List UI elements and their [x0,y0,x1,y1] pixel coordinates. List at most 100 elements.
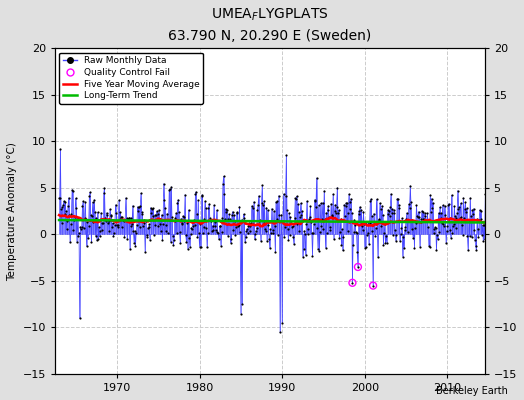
Point [61,199,69,206]
Point [473,216,481,222]
Point [253,225,261,232]
Point [132,230,140,236]
Point [58,220,66,226]
Point [376,200,384,206]
Point [378,202,386,209]
Point [204,205,213,212]
Point [344,209,353,216]
Point [62,226,71,232]
Point [356,220,365,227]
Point [339,234,347,240]
Point [154,223,162,230]
Point [58,204,67,210]
Point [180,218,189,224]
Point [181,232,190,238]
Point [161,205,169,211]
Point [151,222,160,228]
Point [69,227,78,233]
Point [312,175,321,181]
Point [340,202,348,208]
Point [314,202,323,208]
Point [409,234,417,241]
Point [207,218,215,224]
Point [294,209,303,216]
Point [232,224,240,230]
Point [276,329,285,335]
Point [483,220,491,226]
Point [205,214,214,221]
Point [475,216,483,223]
Point [209,222,217,229]
Point [141,218,150,224]
Point [415,214,423,220]
Point [128,202,137,209]
Point [484,227,492,233]
Point [200,216,209,223]
Point [70,217,79,224]
Point [447,235,455,241]
Point [293,221,301,227]
Point [391,238,400,244]
Point [98,220,106,226]
Point [208,228,216,234]
Point [279,218,287,224]
Point [472,243,480,249]
Point [193,234,202,240]
Point [477,208,485,214]
Point [272,216,281,222]
Point [217,229,226,235]
Point [220,173,228,180]
Point [102,218,110,224]
Point [333,184,342,191]
Point [453,210,461,216]
Point [407,199,415,205]
Point [283,206,291,213]
Point [80,214,89,221]
Point [60,211,69,217]
Point [75,315,84,321]
Point [321,216,329,222]
Point [352,228,360,235]
Point [170,237,178,244]
Point [55,195,63,201]
Point [417,216,425,222]
Point [324,202,333,209]
Point [467,213,475,219]
Point [270,222,279,229]
Point [432,225,440,231]
Point [67,211,75,218]
Point [173,200,182,206]
Point [93,237,101,244]
Point [425,244,434,250]
Point [386,213,394,220]
Point [336,216,345,222]
Point [413,213,421,219]
Point [273,198,281,204]
Point [201,198,209,204]
Point [209,227,217,233]
Point [257,200,266,206]
Point [373,219,381,225]
Point [124,216,132,222]
Point [193,211,201,217]
Point [367,213,376,219]
Point [156,220,164,227]
Point [251,230,259,237]
Point [301,231,309,238]
Point [198,193,206,199]
Point [329,191,337,198]
Point [359,208,368,215]
Point [137,190,145,196]
Point [369,210,378,217]
Point [388,206,397,212]
Point [194,230,203,236]
Point [476,216,485,222]
Point [301,252,310,258]
Point [133,222,141,228]
Point [92,215,101,221]
Point [168,214,176,220]
Point [103,212,112,218]
Point [165,186,173,193]
Point [351,222,359,228]
Point [398,215,406,222]
